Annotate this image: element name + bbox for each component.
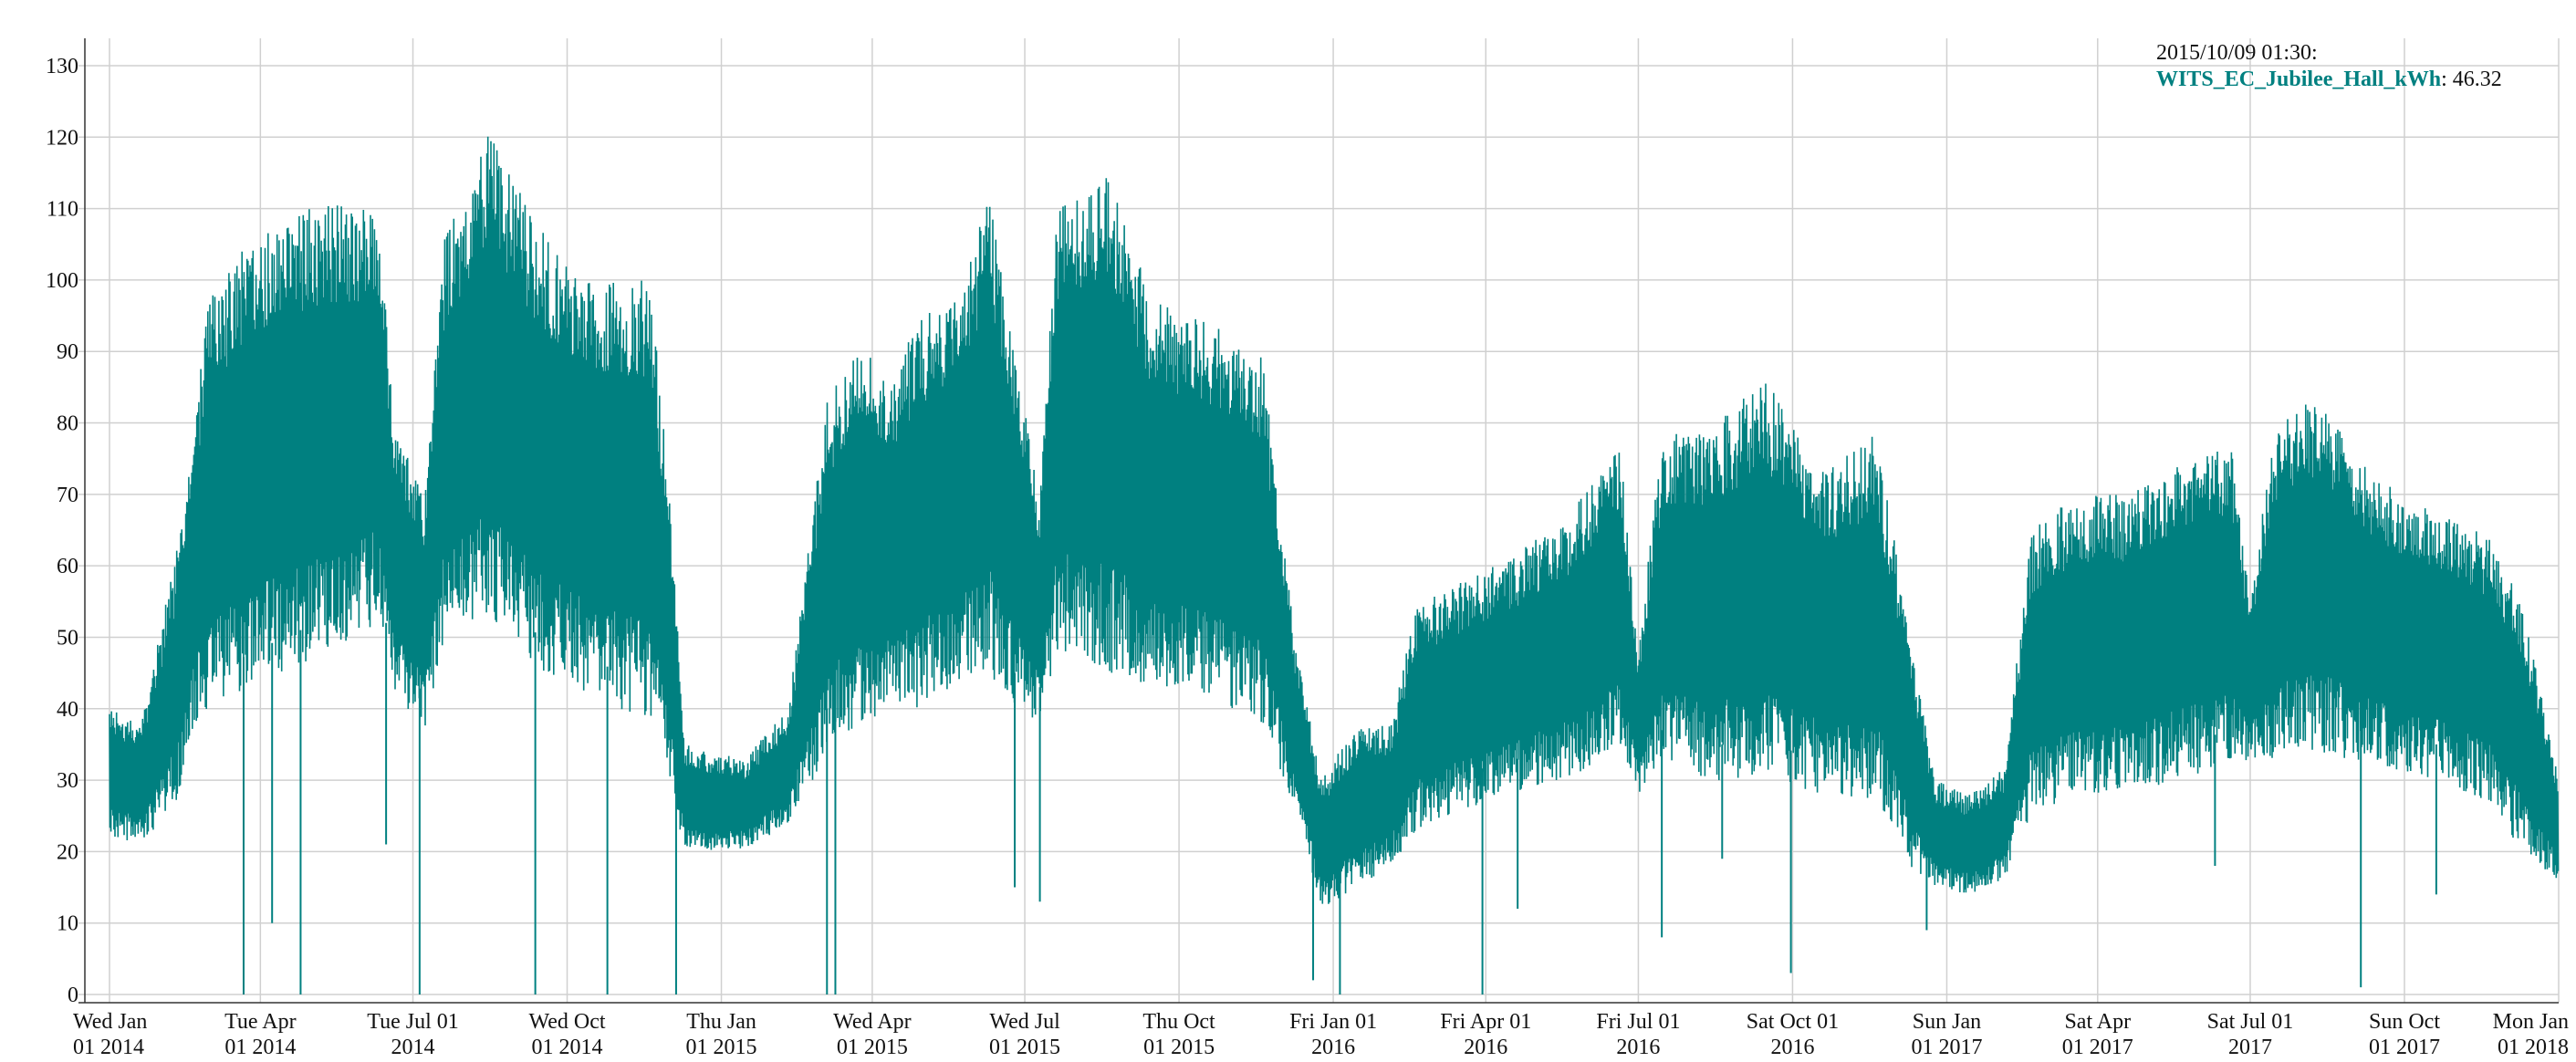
legend-value: : 46.32 — [2441, 68, 2502, 91]
legend-timestamp: 2015/10/09 01:30: — [2156, 41, 2318, 65]
y-tick-label: 70 — [57, 484, 78, 507]
x-tick-label: Sun Oct — [2369, 1010, 2440, 1034]
x-tick-label: Sun Jan — [1913, 1010, 1981, 1034]
x-tick-label: Wed Oct — [529, 1010, 606, 1034]
hover-legend: 2015/10/09 01:30: WITS_EC_Jubilee_Hall_k… — [2156, 40, 2502, 93]
x-tick-label: Sat Jul 01 — [2207, 1010, 2294, 1034]
y-tick-label: 20 — [57, 840, 78, 864]
x-tick-label: Fri Jul 01 — [1596, 1010, 1680, 1034]
x-tick-label: Thu Oct — [1142, 1010, 1215, 1034]
x-tick-label: 01 2018 — [2498, 1036, 2569, 1059]
x-tick-label: 01 2014 — [224, 1036, 296, 1059]
y-tick-label: 80 — [57, 412, 78, 436]
x-tick-label: 2016 — [1770, 1036, 1814, 1059]
x-tick-label: 01 2017 — [1911, 1036, 1982, 1059]
x-tick-label: Wed Apr — [833, 1010, 911, 1034]
x-tick-label: 2016 — [1616, 1036, 1660, 1059]
legend-series-name: WITS_EC_Jubilee_Hall_kWh — [2156, 68, 2442, 91]
y-tick-label: 90 — [57, 340, 78, 364]
y-tick-label: 10 — [57, 912, 78, 936]
data-layer — [109, 136, 2560, 994]
x-tick-label: Tue Apr — [224, 1010, 296, 1034]
x-tick-label: 01 2015 — [686, 1036, 757, 1059]
x-tick-label: 01 2014 — [532, 1036, 603, 1059]
x-tick-label: Thu Jan — [686, 1010, 756, 1034]
y-tick-label: 30 — [57, 769, 78, 793]
x-tick-label: 01 2014 — [73, 1036, 144, 1059]
x-tick-label: Wed Jan — [73, 1010, 147, 1034]
x-tick-label: Fri Jan 01 — [1289, 1010, 1377, 1034]
series-line-jubilee-hall[interactable] — [109, 136, 2560, 904]
y-tick-label: 130 — [46, 55, 78, 78]
x-tick-label: 2017 — [2228, 1036, 2272, 1059]
x-tick-label: Mon Jan — [2493, 1010, 2569, 1034]
legend-entry: WITS_EC_Jubilee_Hall_kWh: 46.32 — [2156, 67, 2502, 93]
x-tick-label: Fri Apr 01 — [1440, 1010, 1531, 1034]
x-tick-label: 01 2015 — [989, 1036, 1060, 1059]
x-tick-label: 2016 — [1464, 1036, 1507, 1059]
x-tick-label: Tue Jul 01 — [367, 1010, 458, 1034]
x-tick-label: 2014 — [391, 1036, 435, 1059]
x-tick-label: Sat Apr — [2064, 1010, 2131, 1034]
x-tick-label: Wed Jul — [989, 1010, 1060, 1034]
y-tick-label: 40 — [57, 698, 78, 722]
y-tick-label: 60 — [57, 555, 78, 578]
x-tick-label: 01 2017 — [2062, 1036, 2133, 1059]
y-tick-label: 50 — [57, 626, 78, 650]
x-tick-label: 01 2017 — [2369, 1036, 2440, 1059]
x-tick-label: 01 2015 — [1143, 1036, 1215, 1059]
x-tick-label: 2016 — [1311, 1036, 1355, 1059]
y-tick-label: 100 — [46, 269, 78, 293]
y-tick-label: 120 — [46, 126, 78, 150]
y-tick-label: 110 — [47, 198, 78, 222]
y-tick-label: 0 — [68, 984, 78, 1007]
x-tick-label: Sat Oct 01 — [1747, 1010, 1839, 1034]
x-tick-label: 01 2015 — [837, 1036, 908, 1059]
